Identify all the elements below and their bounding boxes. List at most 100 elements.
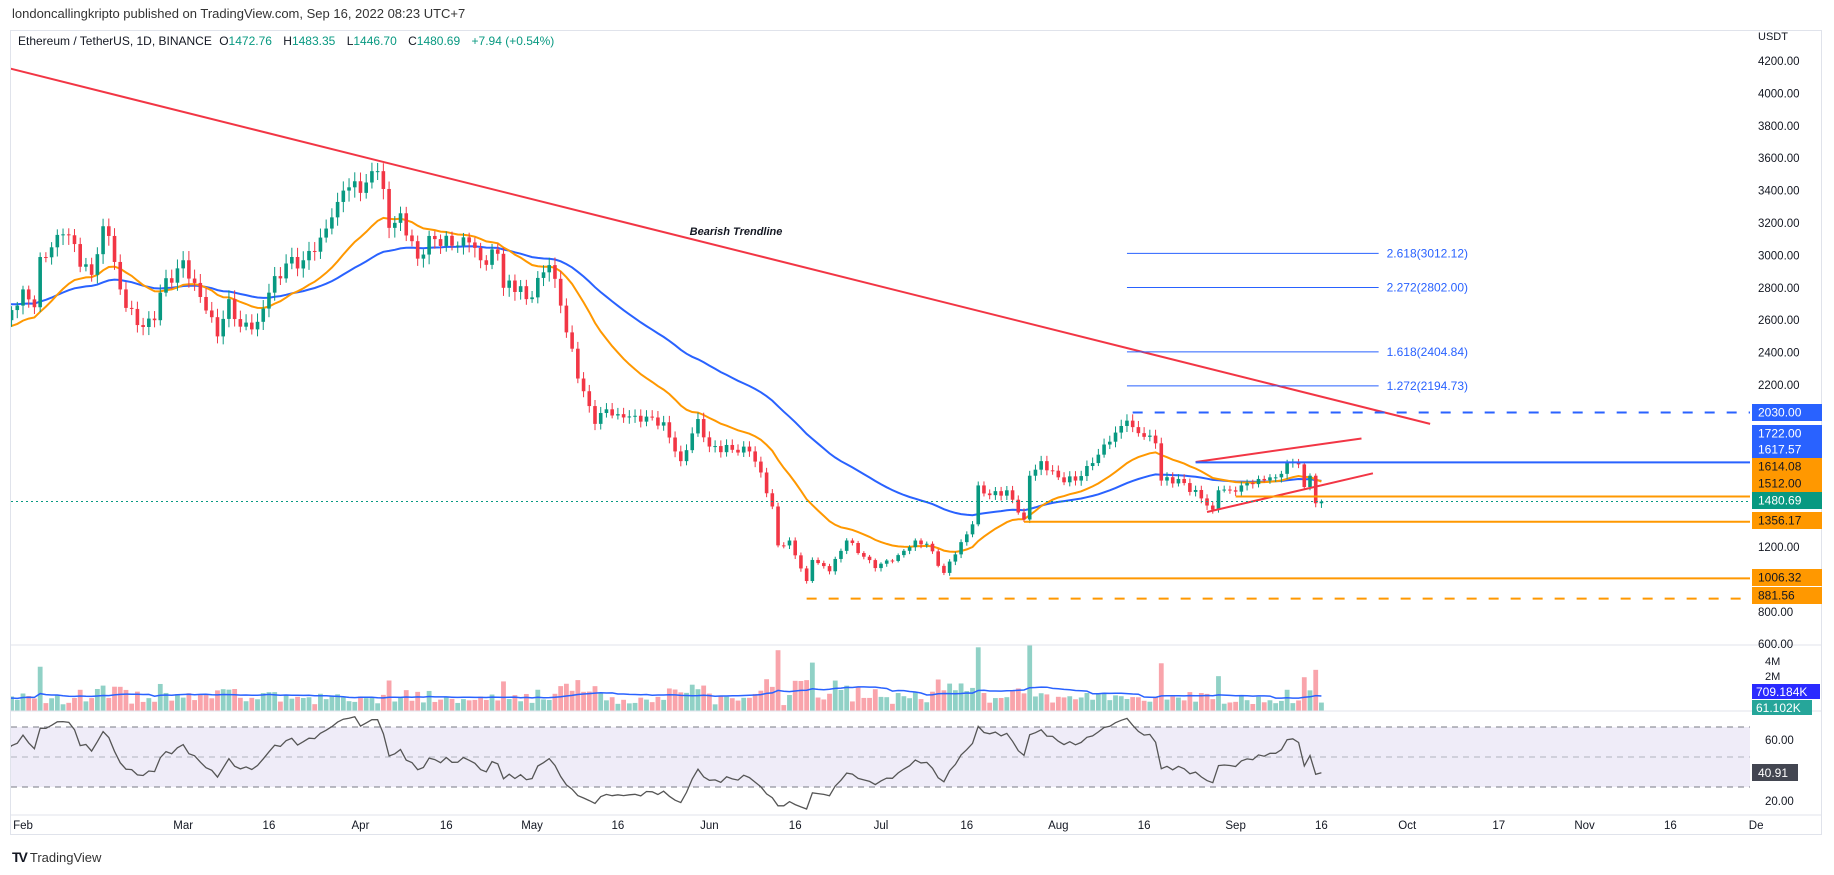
- candle-body[interactable]: [947, 561, 952, 573]
- candle-body[interactable]: [1050, 470, 1055, 472]
- candle-body[interactable]: [719, 446, 723, 453]
- candle-body[interactable]: [438, 239, 443, 246]
- candle-body[interactable]: [1113, 432, 1118, 442]
- candle-body[interactable]: [1016, 499, 1021, 513]
- candle-body[interactable]: [1188, 483, 1192, 492]
- candle-body[interactable]: [335, 201, 340, 218]
- candle-body[interactable]: [1010, 490, 1015, 500]
- candle-body[interactable]: [347, 187, 351, 191]
- candle-body[interactable]: [444, 235, 449, 246]
- candle-body[interactable]: [255, 321, 260, 330]
- candle-body[interactable]: [1045, 461, 1049, 471]
- candle-body[interactable]: [1090, 463, 1095, 466]
- candle-body[interactable]: [238, 319, 243, 327]
- candle-body[interactable]: [295, 256, 300, 269]
- volume-pane[interactable]: [0, 645, 1324, 711]
- candle-body[interactable]: [187, 260, 191, 279]
- candle-body[interactable]: [10, 310, 14, 321]
- candle-body[interactable]: [1262, 478, 1267, 481]
- candle-body[interactable]: [1222, 489, 1226, 491]
- candle-body[interactable]: [4, 320, 8, 328]
- candle-body[interactable]: [1136, 427, 1141, 434]
- candle-body[interactable]: [495, 249, 500, 254]
- candle-body[interactable]: [387, 188, 391, 228]
- candle-body[interactable]: [490, 249, 494, 265]
- candle-body[interactable]: [890, 560, 895, 562]
- candle-body[interactable]: [450, 235, 454, 246]
- candle-body[interactable]: [833, 558, 838, 572]
- candle-body[interactable]: [421, 254, 426, 259]
- candle-body[interactable]: [701, 419, 706, 438]
- candle-body[interactable]: [1022, 512, 1026, 520]
- candle-body[interactable]: [1096, 454, 1101, 464]
- candle-body[interactable]: [781, 545, 786, 547]
- candle-body[interactable]: [124, 289, 128, 308]
- candle-body[interactable]: [696, 419, 700, 434]
- candle-body[interactable]: [1268, 477, 1272, 481]
- candle-body[interactable]: [1285, 462, 1289, 474]
- candle-body[interactable]: [204, 296, 208, 311]
- candle-body[interactable]: [776, 506, 780, 546]
- candle-body[interactable]: [341, 190, 346, 202]
- candle-body[interactable]: [198, 282, 203, 297]
- candle-body[interactable]: [827, 566, 832, 572]
- candle-body[interactable]: [112, 235, 117, 262]
- candle-body[interactable]: [638, 415, 643, 422]
- candle-body[interactable]: [61, 234, 65, 236]
- candle-body[interactable]: [215, 317, 220, 337]
- candle-body[interactable]: [616, 414, 620, 416]
- candle-body[interactable]: [267, 292, 271, 309]
- candle-body[interactable]: [690, 433, 695, 451]
- candle-body[interactable]: [147, 318, 151, 327]
- candle-body[interactable]: [919, 540, 923, 545]
- candle-body[interactable]: [55, 234, 60, 248]
- candle-body[interactable]: [1062, 477, 1066, 483]
- candle-body[interactable]: [873, 560, 878, 569]
- candle-body[interactable]: [455, 245, 460, 247]
- candle-body[interactable]: [221, 318, 225, 337]
- candle-body[interactable]: [66, 234, 71, 236]
- candle-body[interactable]: [1233, 490, 1238, 492]
- candle-body[interactable]: [95, 254, 100, 275]
- candle-body[interactable]: [404, 213, 409, 236]
- candle-body[interactable]: [884, 560, 889, 564]
- candle-body[interactable]: [621, 414, 626, 418]
- candle-body[interactable]: [1313, 475, 1318, 504]
- candle-body[interactable]: [141, 325, 145, 327]
- candle-body[interactable]: [1159, 443, 1164, 481]
- candle-body[interactable]: [1108, 441, 1112, 445]
- candle-body[interactable]: [1256, 478, 1261, 485]
- candle-body[interactable]: [84, 264, 88, 267]
- candle-body[interactable]: [364, 182, 368, 193]
- candle-body[interactable]: [284, 263, 288, 279]
- candle-body[interactable]: [684, 450, 689, 462]
- candle-body[interactable]: [478, 247, 483, 261]
- candle-body[interactable]: [810, 559, 815, 582]
- candle-body[interactable]: [381, 171, 386, 189]
- candle-body[interactable]: [844, 540, 849, 551]
- candle-body[interactable]: [1005, 490, 1009, 496]
- candle-body[interactable]: [965, 534, 969, 543]
- candle-body[interactable]: [129, 307, 134, 309]
- candle-body[interactable]: [987, 493, 992, 496]
- candle-body[interactable]: [1079, 476, 1083, 481]
- tradingview-logo[interactable]: TV TradingView: [12, 849, 101, 865]
- candle-body[interactable]: [169, 278, 174, 283]
- candle-body[interactable]: [576, 348, 580, 379]
- candle-body[interactable]: [467, 237, 471, 243]
- candle-body[interactable]: [501, 253, 506, 288]
- candle-body[interactable]: [736, 449, 740, 453]
- candle-body[interactable]: [261, 308, 266, 322]
- candle-body[interactable]: [38, 257, 42, 308]
- candle-body[interactable]: [473, 242, 477, 248]
- candle-body[interactable]: [822, 563, 826, 567]
- candle-body[interactable]: [1182, 478, 1186, 484]
- candle-body[interactable]: [330, 217, 334, 229]
- candle-body[interactable]: [89, 264, 94, 275]
- bearish-trendline[interactable]: [6, 67, 1431, 425]
- candle-body[interactable]: [759, 461, 763, 473]
- candle-body[interactable]: [650, 416, 654, 418]
- candle-body[interactable]: [930, 543, 935, 552]
- candle-body[interactable]: [1239, 485, 1244, 492]
